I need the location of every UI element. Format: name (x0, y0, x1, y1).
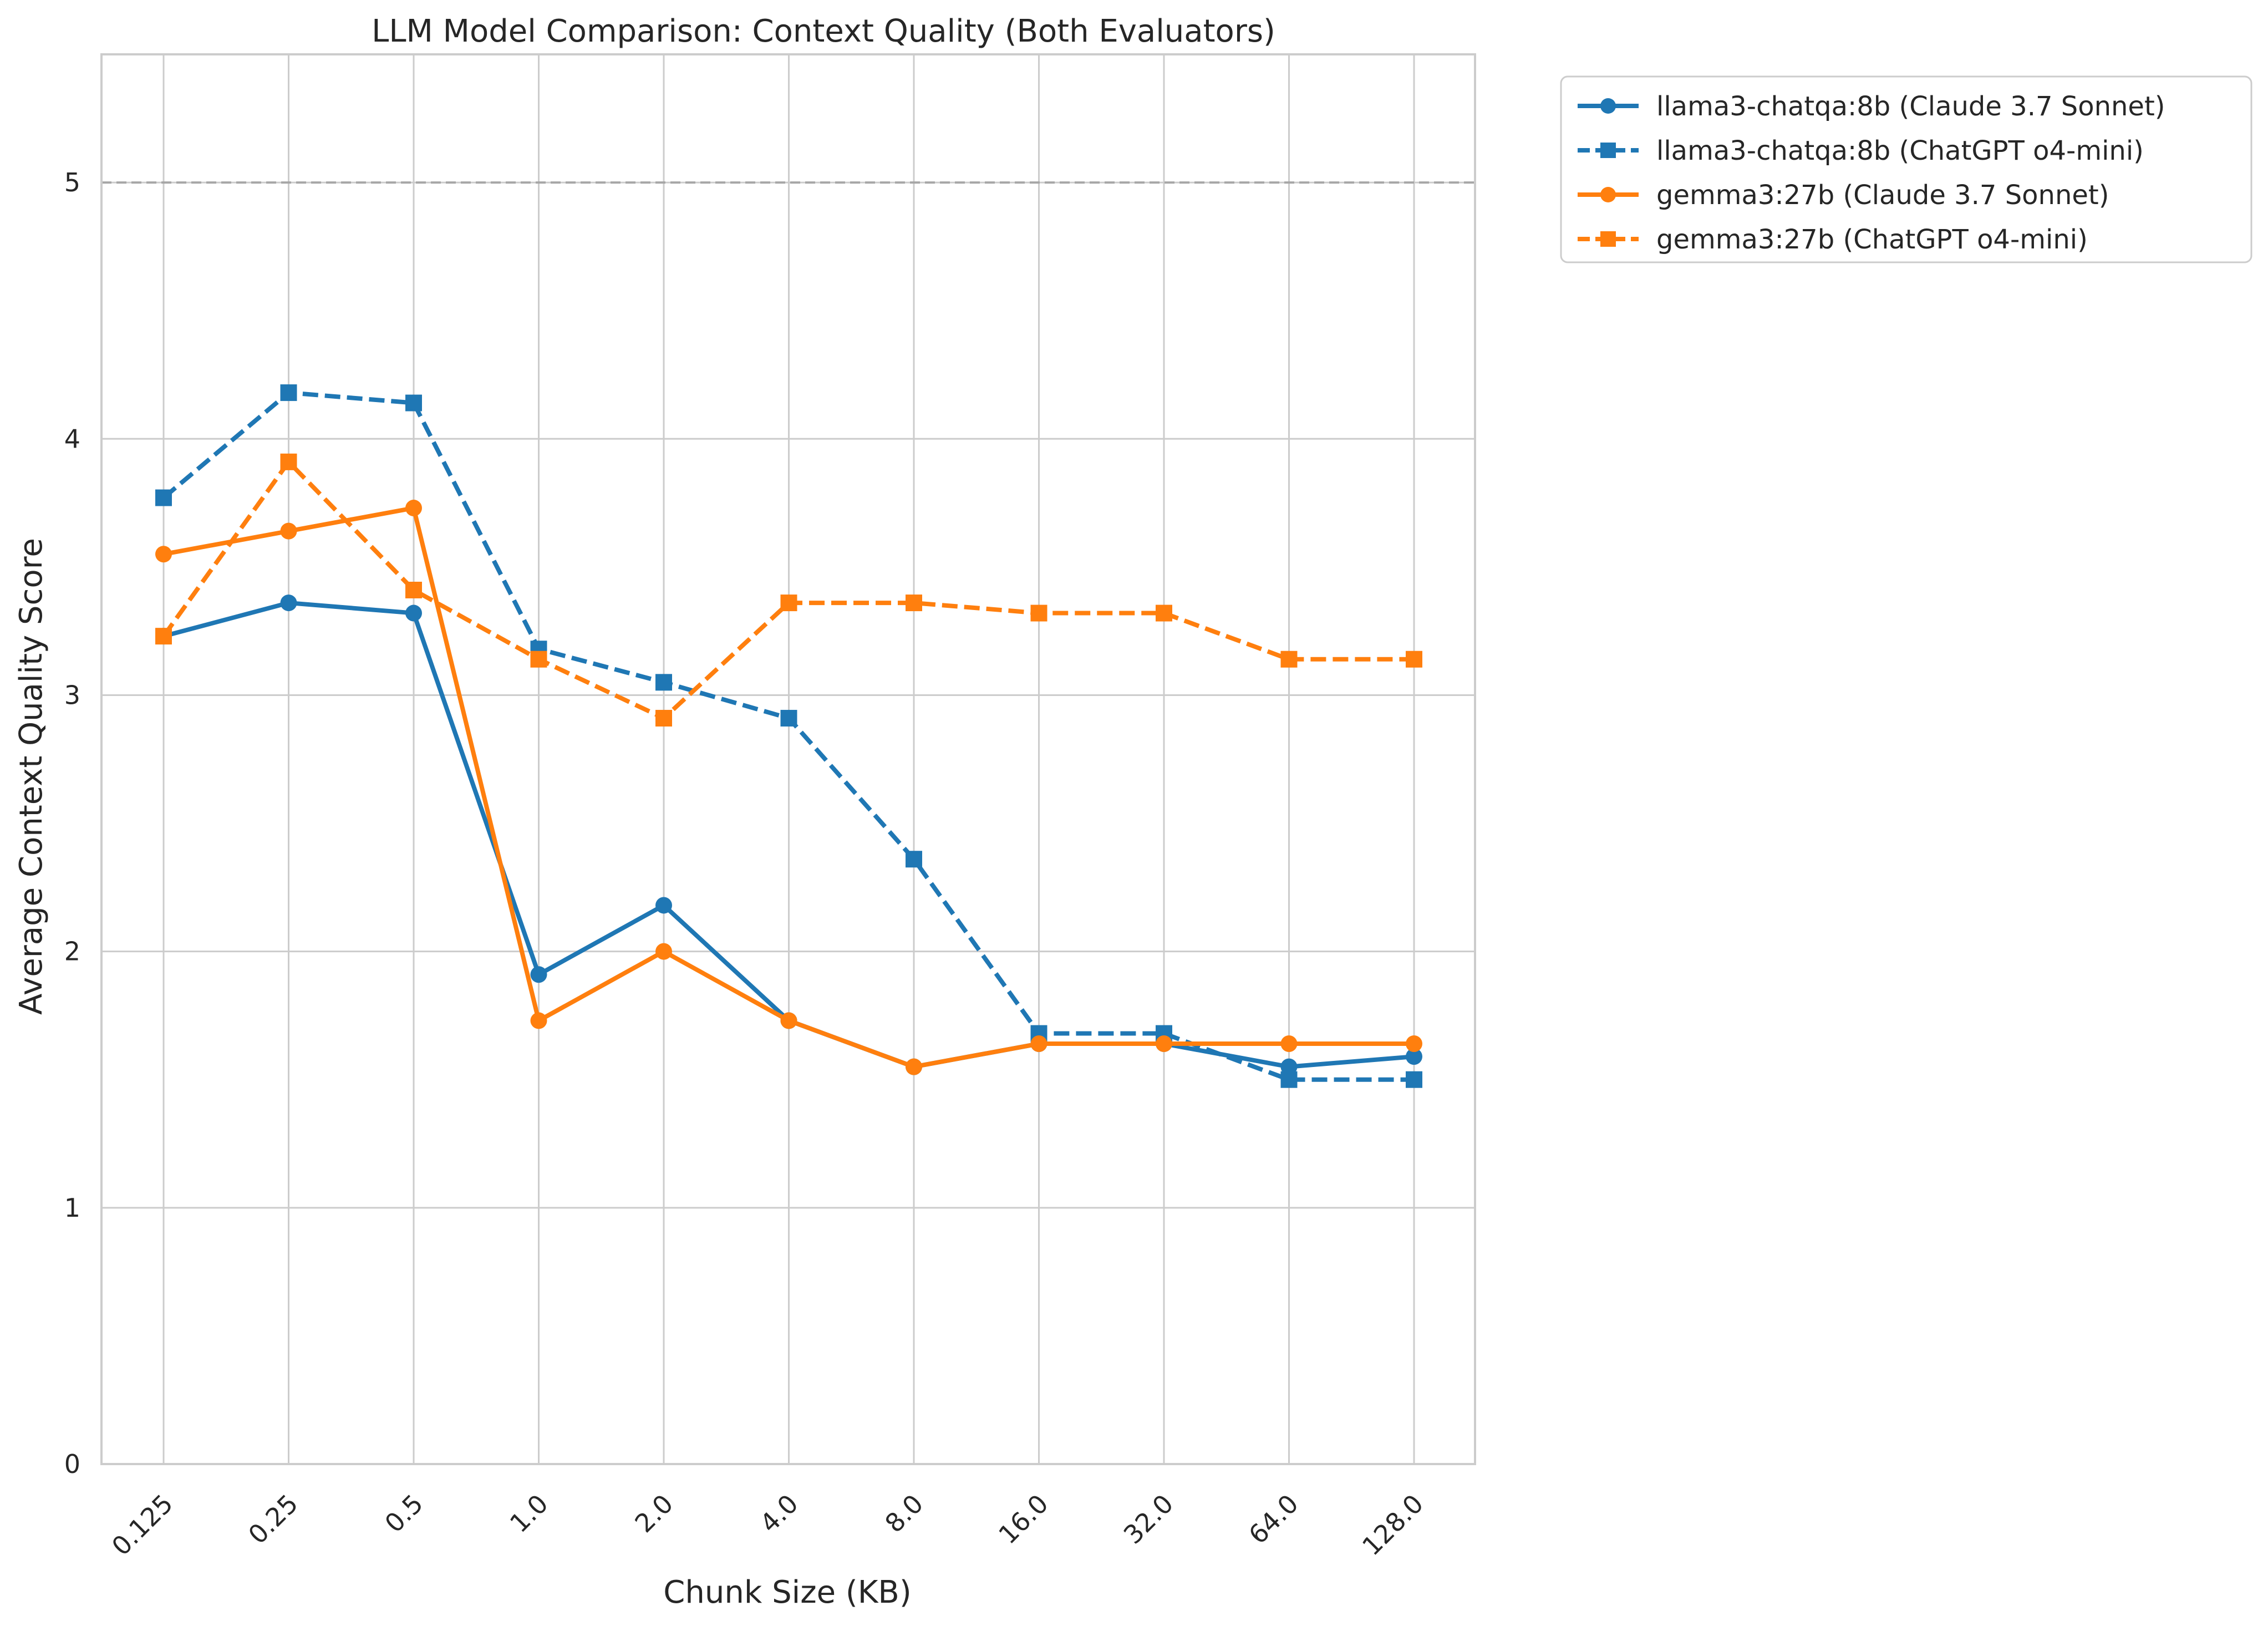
legend-marker (1600, 143, 1616, 158)
y-tick-label: 1 (64, 1193, 80, 1223)
data-point (906, 594, 922, 612)
data-point (1280, 1071, 1298, 1088)
legend-entry: gemma3:27b (ChatGPT o4-mini) (1578, 224, 2088, 255)
data-point (405, 581, 422, 598)
data-point (1156, 604, 1172, 622)
legend-label: llama3-chatqa:8b (Claude 3.7 Sonnet) (1656, 91, 2165, 122)
legend-entry: llama3-chatqa:8b (Claude 3.7 Sonnet) (1578, 91, 2165, 122)
data-point (655, 943, 672, 960)
data-point (780, 1012, 797, 1029)
legend: llama3-chatqa:8b (Claude 3.7 Sonnet) llam… (1560, 75, 2252, 263)
data-point (1030, 604, 1047, 622)
data-point (780, 710, 797, 727)
legend-label: gemma3:27b (Claude 3.7 Sonnet) (1656, 180, 2109, 211)
y-tick-label: 3 (64, 680, 80, 710)
data-point (655, 710, 672, 727)
data-point (530, 966, 547, 983)
y-tick-label: 0 (64, 1449, 80, 1479)
chart-title: LLM Model Comparison: Context Quality (B… (372, 13, 1275, 49)
data-point (280, 384, 297, 402)
legend-entry: gemma3:27b (Claude 3.7 Sonnet) (1578, 180, 2109, 211)
data-point (1280, 1058, 1298, 1075)
data-point (1406, 1048, 1422, 1065)
data-point (1406, 1071, 1422, 1088)
data-point (155, 628, 172, 645)
plot-frame (100, 53, 1476, 1465)
data-point (906, 851, 922, 868)
data-point (906, 1058, 922, 1075)
data-point (530, 1012, 547, 1029)
data-point (655, 674, 672, 691)
data-point (1280, 651, 1298, 668)
series-1 (155, 384, 1422, 1088)
legend-marker (1600, 98, 1616, 114)
data-point (155, 546, 172, 563)
data-point (1280, 1035, 1298, 1053)
data-point (405, 500, 422, 517)
y-axis-label: Average Context Quality Score (13, 538, 49, 1015)
data-point (155, 489, 172, 506)
data-point (655, 897, 672, 914)
x-axis-label: Chunk Size (KB) (663, 1574, 911, 1610)
y-tick-label: 2 (64, 937, 80, 967)
data-point (780, 594, 797, 612)
y-tick-label: 4 (64, 424, 80, 454)
data-point (1406, 1035, 1422, 1053)
legend-frame (1560, 75, 2252, 263)
data-point (1406, 651, 1422, 668)
data-point (280, 522, 297, 540)
data-point (405, 604, 422, 622)
data-point (280, 453, 297, 470)
legend-marker (1600, 231, 1616, 247)
data-point (1156, 1035, 1172, 1053)
data-point (280, 594, 297, 612)
data-point (1030, 1035, 1047, 1053)
legend-label: gemma3:27b (ChatGPT o4-mini) (1656, 224, 2088, 255)
series-3 (155, 453, 1422, 727)
legend-marker (1600, 187, 1616, 202)
legend-label: llama3-chatqa:8b (ChatGPT o4-mini) (1656, 135, 2144, 166)
data-point (405, 394, 422, 411)
legend-entry: llama3-chatqa:8b (ChatGPT o4-mini) (1578, 135, 2144, 166)
series-2 (155, 500, 1422, 1075)
data-point (530, 651, 547, 668)
y-tick-label: 5 (64, 167, 80, 197)
